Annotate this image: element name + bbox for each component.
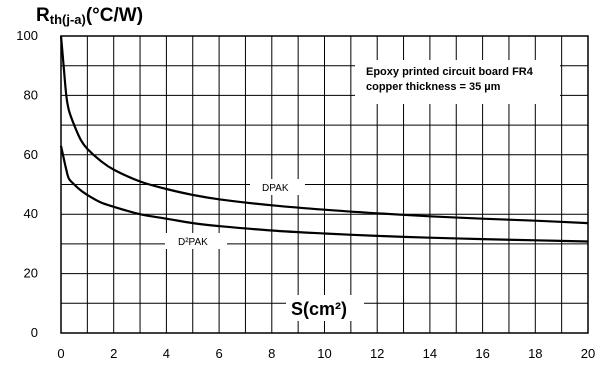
y-axis-label-sub: th(j-a) (50, 12, 86, 27)
annotation-line-1: Epoxy printed circuit board FR4 (366, 66, 534, 78)
series-lines (59, 35, 589, 243)
x-tick-label: 14 (423, 346, 437, 361)
y-tick-labels: 0 20 40 60 80 100 (16, 28, 38, 340)
x-tick-label: 12 (370, 346, 384, 361)
y-tick-label: 40 (24, 206, 38, 221)
annotation-line-2: copper thickness = 35 µm (366, 81, 501, 93)
x-tick-label: 2 (110, 346, 117, 361)
y-tick-label: 100 (16, 28, 38, 43)
annotation-box (355, 60, 560, 104)
series-line-dpak (59, 35, 589, 225)
plot-frame (60, 35, 589, 334)
dpak-label-bg (250, 179, 305, 195)
d2pak-label-bg (165, 233, 227, 249)
y-axis-label-unit: (°C/W) (86, 5, 143, 26)
x-tick-label: 8 (268, 346, 275, 361)
y-tick-label: 20 (24, 266, 38, 281)
series-label-d2pak: D²PAK (178, 237, 208, 248)
y-tick-label: 60 (24, 147, 38, 162)
x-tick-label: 10 (317, 346, 331, 361)
x-tick-label: 6 (215, 346, 222, 361)
y-tick-label: 0 (31, 325, 38, 340)
x-tick-label: 0 (57, 346, 64, 361)
x-tick-label: 18 (528, 346, 542, 361)
x-axis-label: S(cm²) (291, 299, 347, 319)
series-line-d2pak (59, 145, 589, 243)
series-label-dpak: DPAK (262, 183, 289, 194)
x-tick-label: 16 (475, 346, 489, 361)
x-axis-label-bg (286, 295, 364, 321)
y-axis-label: Rth(j-a)(°C/W) (36, 5, 143, 27)
x-tick-labels: 0 2 4 6 8 10 12 14 16 18 20 (57, 346, 595, 361)
x-tick-label: 4 (163, 346, 170, 361)
y-axis-label-main: R (36, 5, 50, 26)
x-tick-label: 20 (581, 346, 595, 361)
y-tick-label: 80 (24, 87, 38, 102)
